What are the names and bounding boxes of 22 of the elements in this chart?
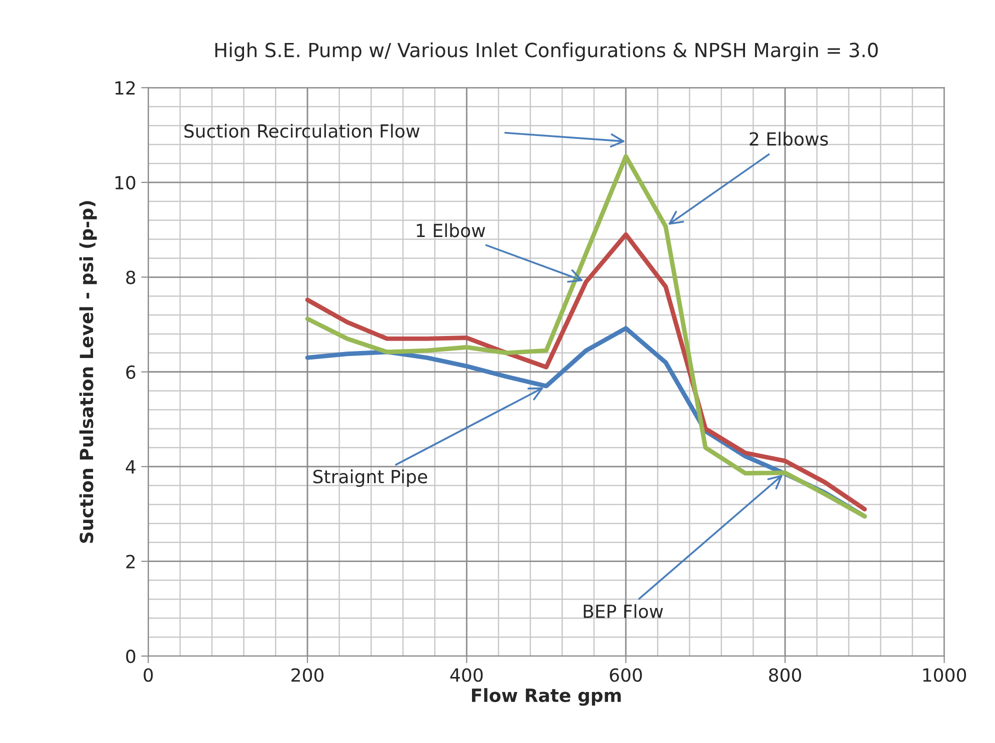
y-tick-label: 0 bbox=[126, 650, 136, 664]
x-tick-label: 1000 bbox=[923, 668, 966, 682]
y-tick-label: 4 bbox=[126, 460, 136, 474]
annotation: Straignt Pipe bbox=[313, 469, 428, 487]
y-tick-label: 6 bbox=[126, 365, 136, 379]
y-tick-label: 2 bbox=[126, 554, 135, 568]
annotation: Suction Recirculation Flow bbox=[184, 124, 420, 138]
x-tick-label: 800 bbox=[769, 668, 802, 682]
y-axis-title: Suction Pulsation Level - psi (p-p) bbox=[79, 201, 97, 543]
x-axis-title: Flow Rate gpm bbox=[472, 688, 621, 706]
x-tick-label: 600 bbox=[610, 668, 642, 682]
chart-title: High S.E. Pump w/ Various Inlet Configurations & NPSH Margin = 3.0 bbox=[215, 42, 878, 62]
y-tick-label: 12 bbox=[115, 81, 135, 95]
line-series bbox=[305, 154, 867, 519]
x-tick-label: 400 bbox=[450, 668, 483, 682]
annotation: 1 Elbow bbox=[416, 223, 486, 238]
annotation: 2 Elbows bbox=[750, 132, 828, 146]
x-tick-label: 200 bbox=[292, 668, 324, 682]
x-tick-label: 0 bbox=[144, 668, 153, 682]
y-tick-label: 10 bbox=[115, 176, 136, 190]
annotation: BEP Flow bbox=[584, 604, 663, 618]
y-tick-label: 8 bbox=[126, 270, 136, 284]
